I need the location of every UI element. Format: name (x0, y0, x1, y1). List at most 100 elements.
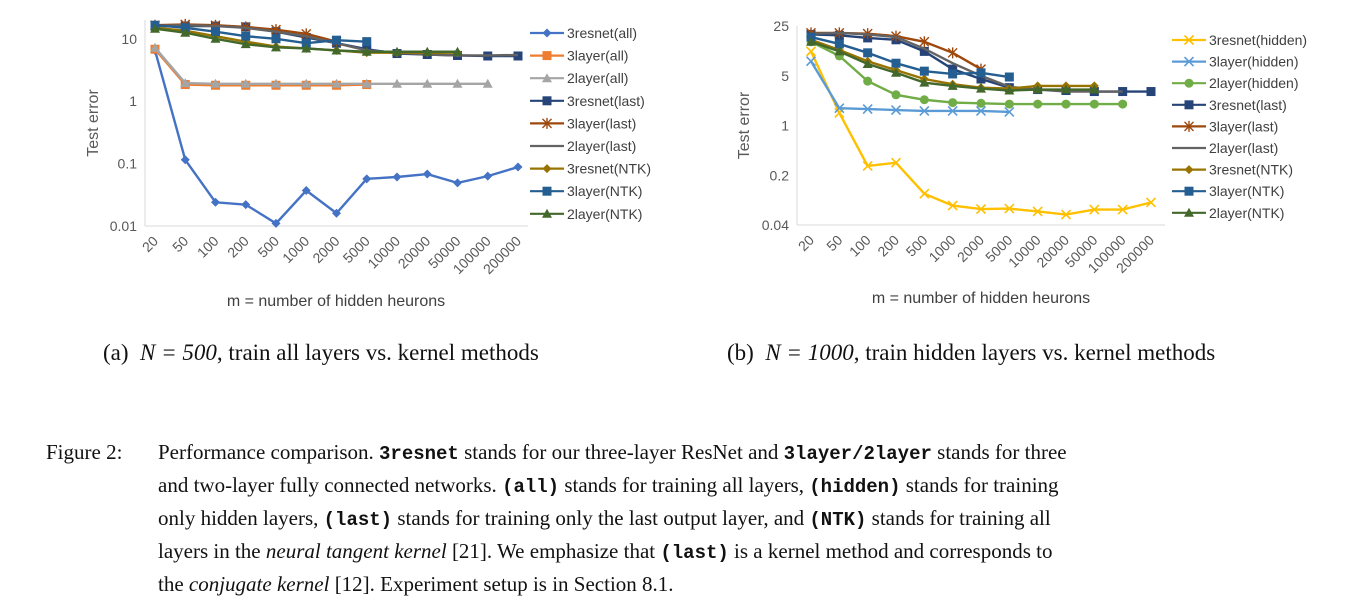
data-point (976, 68, 986, 78)
data-point (919, 46, 929, 56)
subcaption-a-label: (a) (103, 340, 129, 365)
legend-label: 3layer(hidden) (1209, 54, 1299, 70)
data-point (863, 48, 873, 58)
data-point (947, 47, 958, 59)
data-point (947, 200, 958, 211)
data-point (862, 59, 873, 69)
legend-label: 3layer(all) (567, 48, 628, 64)
caption-text: only hidden layers, (158, 506, 319, 530)
caption-italic: conjugate kernel (188, 572, 330, 596)
data-point (1004, 85, 1015, 95)
data-point (1004, 99, 1014, 109)
data-point (483, 171, 493, 181)
caption-text: stands for training all (871, 506, 1051, 530)
legend-swatch-marker (542, 117, 552, 129)
data-point (975, 203, 987, 215)
data-point (301, 78, 312, 88)
legend-label: 3resnet(NTK) (567, 161, 651, 177)
data-point (1004, 106, 1015, 118)
data-point (1061, 99, 1071, 109)
legend-item: 3layer(last) (530, 115, 636, 131)
legend-swatch-marker (542, 51, 552, 61)
data-point (271, 42, 281, 52)
legend-item: 3resnet(hidden) (1172, 32, 1307, 48)
series-3resnet-all (150, 45, 523, 228)
data-point (862, 160, 873, 172)
data-point (392, 78, 402, 88)
data-point (241, 31, 251, 41)
legend-label: 3resnet(last) (567, 93, 645, 109)
x-tick-label: 50 (823, 232, 845, 254)
legend-swatch-marker (542, 186, 552, 196)
data-point (1089, 84, 1100, 94)
data-point (361, 46, 372, 56)
subcaption-b-equation: N = 1000 (765, 340, 854, 365)
data-point (331, 45, 342, 55)
data-point (1060, 209, 1072, 220)
subcaption-a-equation: N = 500 (140, 340, 217, 365)
data-point (890, 157, 902, 168)
data-point (1146, 87, 1156, 97)
data-point (1032, 84, 1043, 94)
data-point (805, 46, 817, 57)
legend-label: 2layer(NTK) (567, 206, 642, 222)
data-point (240, 78, 251, 88)
data-point (422, 169, 432, 179)
data-point (452, 78, 463, 88)
caption-text: Performance comparison. (158, 440, 374, 464)
series-3resnet-hidden (805, 46, 1157, 220)
y-axis-label: Test error (736, 91, 753, 159)
subcaption-b-text: , train hidden layers vs. kernel methods (853, 340, 1216, 365)
legend-swatch-marker (1183, 34, 1195, 46)
data-point (513, 162, 523, 172)
x-tick-label: 20 (795, 232, 817, 254)
data-point (331, 78, 342, 88)
data-point (1004, 72, 1014, 82)
y-tick-label: 1 (129, 93, 137, 109)
data-point (891, 90, 901, 100)
data-point (805, 56, 817, 67)
data-point (919, 77, 930, 87)
data-point (948, 69, 958, 79)
legend-label: 3resnet(last) (1209, 97, 1287, 113)
y-tick-label: 25 (773, 18, 789, 34)
legend-swatch-marker (542, 73, 552, 83)
figure-caption: Figure 2: Performance comparison. 3resne… (46, 437, 1351, 600)
legend-item: 2layer(NTK) (1172, 205, 1284, 221)
legend-item: 3resnet(all) (530, 25, 637, 41)
legend-swatch-marker (1183, 56, 1195, 67)
series-line (810, 40, 1123, 106)
data-point (919, 188, 930, 199)
x-tick-label: 1000 (925, 232, 958, 265)
data-point (948, 64, 958, 74)
subcaption-a-text: , train all layers vs. kernel methods (216, 340, 539, 365)
x-tick-label: 200 (874, 232, 902, 260)
legend-item: 3layer(all) (530, 48, 628, 64)
legend-item: 3resnet(NTK) (530, 161, 651, 177)
y-tick-label: 10 (121, 31, 137, 47)
y-tick-label: 5 (781, 68, 789, 84)
caption-text: [21]. We emphasize that (451, 539, 656, 563)
data-point (211, 197, 220, 207)
data-point (890, 104, 902, 116)
series-2layer-ntk (150, 23, 463, 56)
y-tick-label: 0.2 (770, 167, 790, 183)
data-point (891, 58, 901, 68)
legend-swatch-marker (1184, 120, 1194, 132)
series-line (810, 31, 1123, 93)
legend-item: 3resnet(last) (1172, 97, 1287, 113)
series-line (154, 46, 488, 85)
data-point (422, 78, 433, 88)
legend-item: 3layer(last) (1172, 118, 1278, 134)
caption-text: stands for three (937, 440, 1067, 464)
data-point (919, 66, 929, 76)
data-point (301, 43, 312, 53)
y-tick-label: 0.1 (118, 156, 138, 172)
x-tick-label: 100 (846, 232, 874, 260)
data-point (453, 178, 462, 188)
data-point (210, 78, 221, 88)
legend-label: 2layer(all) (567, 70, 628, 86)
legend-item: 3resnet(NTK) (1172, 162, 1293, 178)
legend-label: 3layer(NTK) (1209, 183, 1284, 199)
legend-label: 3layer(NTK) (567, 183, 642, 199)
